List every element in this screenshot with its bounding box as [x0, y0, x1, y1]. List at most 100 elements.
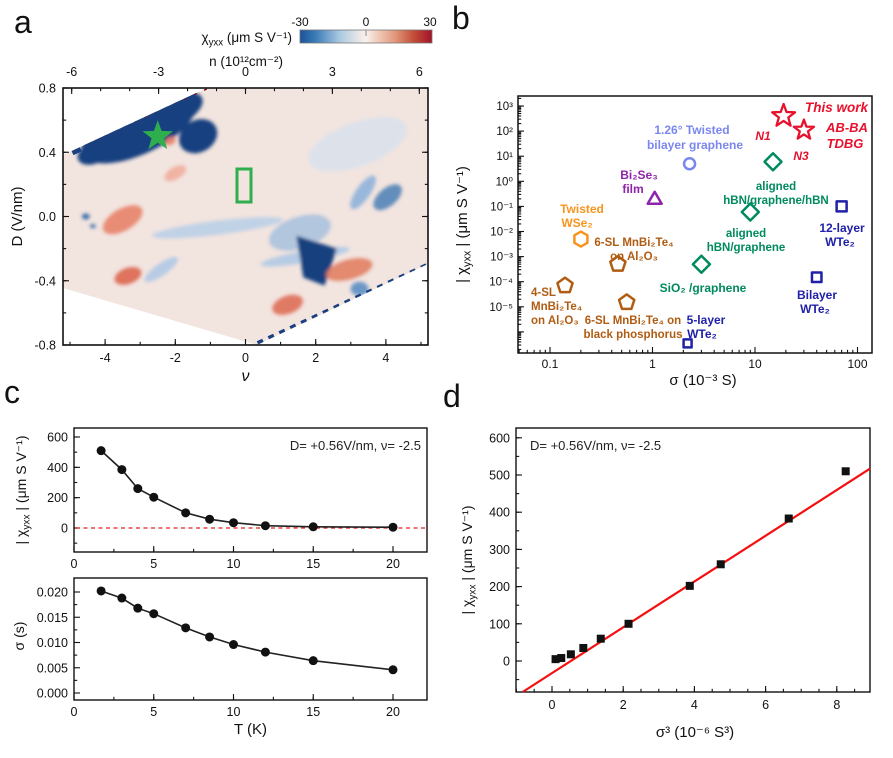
c-top-ytick: 0 — [61, 522, 68, 536]
heatmap-blob — [114, 267, 142, 285]
d-xtick: 6 — [762, 698, 769, 712]
b-label: on Al₂O₃ — [610, 251, 658, 263]
c-top-point — [149, 492, 159, 502]
a-left-tick: -0.4 — [34, 274, 56, 288]
panel-label-a: a — [14, 4, 32, 40]
c-top-point — [229, 518, 238, 528]
c-bottom-ytick: 0.020 — [37, 586, 68, 600]
c-bottom-xtick: 0 — [71, 705, 78, 719]
a-bottom-tick: 4 — [382, 351, 389, 365]
c-bottom-point — [149, 609, 159, 619]
c-bottom-xtick: 5 — [150, 705, 157, 719]
c-top-xtick: 5 — [150, 557, 157, 571]
d-data-square — [841, 467, 850, 476]
b-label: 4-SL — [531, 287, 556, 299]
c-top-annotation: D= +0.56V/nm, ν= -2.5 — [290, 438, 421, 453]
c-top-xtick: 20 — [386, 557, 400, 571]
plot-border — [73, 577, 428, 701]
c-bottom-point — [205, 632, 215, 642]
a-ylabel: D (V/nm) — [9, 186, 26, 246]
c-top-xtick: 10 — [227, 557, 241, 571]
b-label: Bi₂Se₃ — [620, 168, 658, 182]
d-fit-line — [522, 467, 871, 693]
heatmap-blobs — [77, 92, 408, 315]
c-bottom-point — [308, 656, 318, 666]
panel-label-d: d — [443, 378, 461, 414]
c-top-point — [388, 522, 398, 532]
b-label: 6-SL MnBi₂Te₄ on — [585, 315, 681, 327]
heatmap-blob — [325, 258, 373, 281]
a-bottom-tick: 0 — [242, 351, 249, 365]
plot-border — [517, 95, 873, 354]
d-xtick: 0 — [549, 698, 556, 712]
b-label: 12-layer — [819, 221, 865, 235]
c-bottom-ytick: 0.005 — [37, 661, 68, 675]
marker-aligned-hbn-graphene-hbn — [763, 152, 783, 172]
c-top-point — [308, 522, 318, 532]
d-data-square — [685, 581, 694, 590]
marker-aligned-hbn-graphene — [740, 202, 761, 222]
b-label: MnBi₂Te₄ — [531, 301, 582, 313]
c-bottom-xtick: 10 — [227, 705, 241, 719]
b-label: film — [622, 182, 643, 196]
b-label: WTe₂ — [687, 327, 717, 341]
a-top-tick: 6 — [416, 65, 423, 79]
d-data-square — [579, 643, 588, 652]
c-bottom-xtick: 15 — [306, 705, 320, 719]
c-bottom-line — [100, 590, 394, 671]
d-ytick: 100 — [489, 617, 510, 631]
panel-b-scatter: 0.1 1 10 100 10³ 10² 10¹ 10⁰ 10⁻¹ 10⁻² 10⁻³ 10⁻⁴ 10⁻… — [450, 0, 893, 405]
d-xtick: 8 — [833, 698, 840, 712]
c-top-ytick: 400 — [47, 461, 68, 475]
d-data-square — [716, 560, 725, 569]
colorbar-tick: -30 — [291, 15, 309, 29]
d-ytick: 300 — [489, 543, 510, 557]
a-bottom-tick: -2 — [170, 351, 181, 365]
c-bottom-axes: 0 5 10 15 20 0.000 0.005 0.010 0.015 0.020 — [37, 586, 400, 720]
d-ylabel: | χyxx | (μm S V⁻¹) — [459, 506, 479, 615]
d-xlabel: σ³ (10⁻⁶ S³) — [656, 724, 734, 741]
marker-twisted-wse2 — [573, 230, 589, 248]
d-ytick: 500 — [489, 469, 510, 483]
green-star-marker — [142, 120, 173, 150]
d-data-square — [551, 655, 560, 664]
plot-border — [515, 427, 871, 693]
c-bottom-point — [96, 586, 106, 596]
a-bottom-tick: -4 — [100, 351, 111, 365]
c-bottom-ytick: 0.000 — [37, 687, 68, 701]
heatmap-blob — [179, 119, 218, 154]
c-top-point — [260, 521, 270, 531]
c-bottom-point — [229, 640, 238, 650]
c-top-xtick: 0 — [71, 557, 78, 571]
marker-mnbi2te4-6sl-al2o3 — [609, 254, 627, 272]
b-label: 6-SL MnBi₂Te₄ — [594, 237, 673, 249]
d-ytick: 200 — [489, 580, 510, 594]
b-label: N3 — [793, 149, 809, 163]
b-label: 1.26° Twisted — [654, 123, 729, 137]
marker-sio2-graphene — [691, 254, 712, 274]
d-axes: 0 2 4 6 8 0 100 200 300 400 500 600 — [489, 431, 856, 712]
d-data-square — [596, 634, 605, 643]
heatmap-blob — [269, 214, 331, 251]
colorbar-tick: 30 — [423, 15, 437, 29]
green-rect-marker — [235, 167, 253, 204]
d-ytick: 600 — [489, 431, 510, 445]
b-ytick: 10¹ — [496, 151, 513, 163]
c-top-point — [117, 465, 127, 475]
b-xtick: 1 — [649, 357, 656, 371]
c-top-point — [133, 484, 143, 494]
heatmap-blob — [144, 257, 179, 282]
heatmap-blob — [164, 165, 187, 182]
b-label: hBN/graphene — [707, 242, 786, 254]
panel-label-b: b — [452, 0, 470, 36]
b-ytick: 10² — [496, 126, 513, 138]
b-xtick: 100 — [847, 357, 867, 371]
a-xlabel: ν — [242, 368, 250, 385]
marker-mnbi2te4-6sl-black-phosphorus — [617, 293, 636, 311]
b-ytick: 10³ — [496, 101, 513, 113]
marker-this-work-n3 — [792, 118, 816, 140]
colorbar-tick: 0 — [363, 15, 370, 29]
